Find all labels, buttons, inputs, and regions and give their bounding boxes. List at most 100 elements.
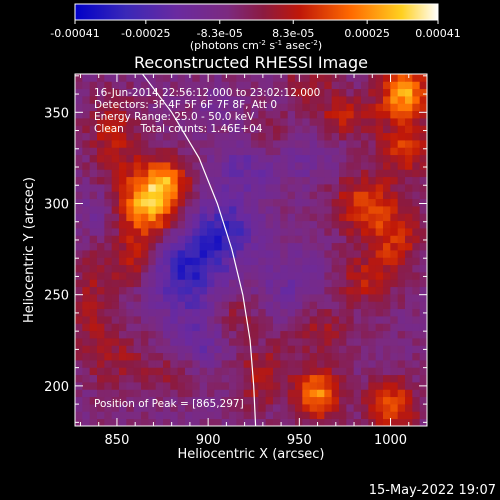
- heatmap-cell: [383, 162, 391, 170]
- heatmap-cell: [141, 264, 149, 273]
- heatmap-cell: [258, 396, 267, 405]
- heatmap-cell: [221, 213, 230, 222]
- heatmap-cell: [346, 176, 355, 185]
- heatmap-cell: [405, 96, 413, 104]
- heatmap-cell: [280, 279, 289, 288]
- heatmap-cell: [419, 286, 427, 295]
- heatmap-cell: [339, 110, 347, 119]
- heatmap-cell: [199, 301, 208, 310]
- heatmap-cell: [346, 213, 355, 222]
- heatmap-cell: [390, 352, 399, 361]
- heatmap-cell: [390, 206, 399, 214]
- heatmap-cell: [177, 220, 186, 229]
- heatmap-cell: [419, 103, 427, 112]
- y-tick-label: 350: [44, 106, 69, 121]
- heatmap-cell: [251, 184, 259, 192]
- heatmap-cell: [273, 118, 281, 126]
- heatmap-cell: [75, 198, 83, 207]
- heatmap-cell: [346, 389, 355, 398]
- heatmap-cell: [236, 103, 245, 112]
- heatmap-cell: [419, 132, 427, 141]
- heatmap-cell: [258, 242, 267, 251]
- heatmap-cell: [89, 360, 98, 368]
- heatmap-cell: [148, 110, 157, 119]
- heatmap-cell: [185, 279, 193, 288]
- heatmap-cell: [287, 264, 296, 273]
- heatmap-cell: [243, 279, 252, 288]
- heatmap-cell: [221, 367, 230, 376]
- heatmap-cell: [177, 88, 186, 97]
- heatmap-cell: [214, 132, 223, 141]
- heatmap-cell: [170, 220, 179, 229]
- heatmap-cell: [207, 272, 215, 280]
- heatmap-cell: [287, 132, 296, 141]
- heatmap-cell: [199, 220, 208, 229]
- heatmap-cell: [236, 360, 245, 368]
- heatmap-cell: [155, 132, 164, 141]
- heatmap-cell: [126, 418, 135, 426]
- heatmap-cell: [287, 374, 296, 383]
- y-axis-label: Heliocentric Y (arcsec): [22, 177, 37, 323]
- heatmap-cell: [236, 323, 245, 332]
- heatmap-cell: [207, 404, 215, 412]
- heatmap-cell: [287, 272, 296, 280]
- heatmap-cell: [397, 352, 406, 361]
- heatmap-cell: [265, 103, 274, 112]
- heatmap-cell: [126, 301, 135, 310]
- heatmap-cell: [170, 132, 179, 141]
- heatmap-cell: [75, 74, 83, 82]
- heatmap-cell: [89, 132, 98, 141]
- heatmap-cell: [170, 418, 179, 426]
- heatmap-cell: [331, 242, 340, 251]
- heatmap-cell: [397, 382, 406, 390]
- heatmap-cell: [229, 228, 237, 236]
- heatmap-cell: [265, 169, 274, 178]
- heatmap-cell: [258, 162, 267, 170]
- heatmap-cell: [163, 389, 171, 398]
- heatmap-cell: [133, 257, 142, 266]
- heatmap-cell: [199, 250, 208, 258]
- heatmap-cell: [383, 404, 391, 412]
- heatmap-cell: [119, 74, 127, 82]
- heatmap-cell: [185, 404, 193, 412]
- heatmap-cell: [361, 198, 369, 207]
- heatmap-cell: [397, 374, 406, 383]
- heatmap-cell: [302, 323, 311, 332]
- heatmap-cell: [170, 367, 179, 376]
- heatmap-cell: [155, 308, 164, 317]
- heatmap-cell: [126, 286, 135, 295]
- heatmap-cell: [243, 184, 252, 192]
- heatmap-cell: [243, 96, 252, 104]
- heatmap-cell: [339, 272, 347, 280]
- heatmap-cell: [265, 301, 274, 310]
- heatmap-cell: [75, 132, 83, 141]
- heatmap-cell: [258, 279, 267, 288]
- heatmap-cell: [148, 132, 157, 141]
- heatmap-cell: [265, 81, 274, 90]
- heatmap-cell: [405, 220, 413, 229]
- heatmap-cell: [405, 118, 413, 126]
- heatmap-cell: [199, 154, 208, 163]
- heatmap-cell: [75, 323, 83, 332]
- heatmap-cell: [111, 198, 120, 207]
- heatmap-cell: [148, 396, 157, 405]
- heatmap-cell: [251, 191, 259, 200]
- heatmap-cell: [287, 389, 296, 398]
- heatmap-cell: [324, 198, 333, 207]
- heatmap-cell: [346, 367, 355, 376]
- heatmap-cell: [89, 154, 98, 163]
- heatmap-cell: [339, 308, 347, 317]
- heatmap-cell: [302, 250, 311, 258]
- heatmap-cell: [273, 338, 281, 346]
- heatmap-cell: [221, 316, 230, 324]
- heatmap-cell: [353, 81, 362, 90]
- heatmap-cell: [111, 235, 120, 244]
- heatmap-cell: [265, 360, 274, 368]
- heatmap-cell: [383, 235, 391, 244]
- heatmap-cell: [405, 103, 413, 112]
- heatmap-cell: [163, 191, 171, 200]
- heatmap-cell: [104, 264, 113, 273]
- heatmap-cell: [265, 250, 274, 258]
- heatmap-cell: [199, 389, 208, 398]
- heatmap-cell: [185, 286, 193, 295]
